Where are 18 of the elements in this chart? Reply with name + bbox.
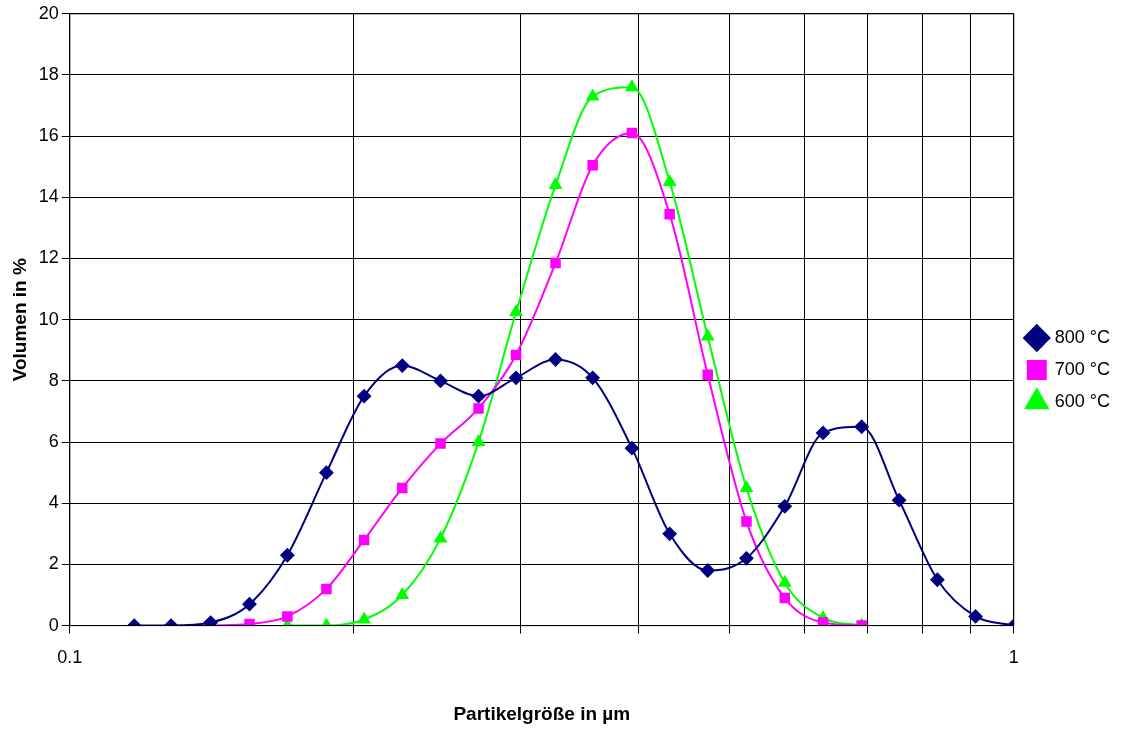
y-tick-label: 2 <box>48 553 59 574</box>
y-tick-label: 18 <box>38 63 59 84</box>
y-tick-label: 4 <box>48 492 59 513</box>
y-tick-label: 6 <box>48 431 59 452</box>
legend-label: 700 °C <box>1054 358 1110 379</box>
y-tick-label: 0 <box>48 614 59 635</box>
x-axis-title: Partikelgröße in µm <box>453 702 631 724</box>
y-tick-label: 12 <box>38 247 59 268</box>
y-tick-label: 16 <box>38 125 59 146</box>
legend-label: 600 °C <box>1054 390 1110 411</box>
y-tick-label: 10 <box>38 308 59 329</box>
legend-label: 800 °C <box>1054 326 1110 347</box>
y-tick-label: 20 <box>38 2 59 23</box>
y-axis-title: Volumen in % <box>8 258 30 382</box>
x-tick-label: 0.1 <box>57 647 83 668</box>
x-tick-label: 1 <box>1008 647 1019 668</box>
y-tick-label: 8 <box>48 369 59 390</box>
y-tick-label: 14 <box>38 186 59 207</box>
